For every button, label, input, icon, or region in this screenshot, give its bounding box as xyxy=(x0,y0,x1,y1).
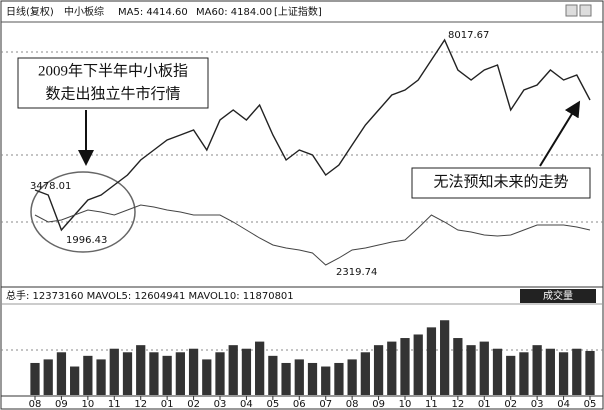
volume-bar xyxy=(532,345,542,395)
x-tick-label: 03 xyxy=(531,399,544,410)
volume-bar xyxy=(83,355,93,395)
volume-bar xyxy=(387,341,397,395)
x-tick-label: 05 xyxy=(266,399,279,410)
volume-bar xyxy=(175,352,185,395)
annotation-box xyxy=(411,167,591,199)
x-tick-label: 05 xyxy=(584,399,597,410)
x-tick-label: 04 xyxy=(557,399,570,410)
volume-bar xyxy=(268,355,278,395)
x-tick-label: 01 xyxy=(161,399,174,410)
annotation: 数走出独立牛市行情 xyxy=(45,85,180,102)
annotation: 无法预知未来的走势 xyxy=(433,173,568,190)
volume-bar xyxy=(426,327,437,395)
volume-bar xyxy=(572,348,582,395)
volume-bar xyxy=(506,355,516,395)
volume-bar xyxy=(492,348,503,395)
x-tick-label: 03 xyxy=(214,399,227,410)
volume-bar xyxy=(149,352,159,395)
price-label: 3478.01 xyxy=(30,181,71,192)
volume-bar xyxy=(321,366,331,395)
x-tick-label: 04 xyxy=(240,399,253,410)
x-tick-label: 12 xyxy=(451,399,464,410)
volume-bar xyxy=(215,352,225,395)
guides xyxy=(1,51,603,351)
volume-bar xyxy=(43,359,53,395)
volume-bar xyxy=(228,345,238,395)
volume-stats: 总手: 12373160 MAVOL5: 12604941 MAVOL10: 1… xyxy=(6,289,294,302)
volume-bar xyxy=(479,341,489,395)
volume-bar xyxy=(400,338,410,395)
window-icons xyxy=(565,4,592,17)
volume-bar xyxy=(453,338,463,395)
volume-bar xyxy=(545,348,555,395)
x-tick-label: 11 xyxy=(425,399,438,410)
x-tick-label: 09 xyxy=(55,399,68,410)
x-tick-label: 02 xyxy=(187,399,200,410)
x-tick-label: 09 xyxy=(372,399,385,410)
volume-bar xyxy=(188,348,199,395)
volume-bar xyxy=(70,366,80,395)
legend-entry: 中小板综 xyxy=(64,5,104,18)
volume-bar xyxy=(202,359,212,395)
volume-bar xyxy=(466,345,476,395)
x-tick-label: 10 xyxy=(81,399,94,410)
x-tick-label: 02 xyxy=(504,399,517,410)
volume-bar xyxy=(373,345,384,395)
x-tick-label: 07 xyxy=(319,399,332,410)
volume-bar xyxy=(307,362,318,395)
x-tick-label: 11 xyxy=(108,399,121,410)
volume-bar xyxy=(162,355,172,395)
volume-bar xyxy=(255,341,265,395)
volume-bar xyxy=(347,359,357,395)
volume-bar xyxy=(294,359,304,395)
icon[interactable] xyxy=(565,4,578,17)
volume-bar xyxy=(558,352,569,395)
icon[interactable] xyxy=(579,4,592,17)
volume-bar xyxy=(360,352,370,395)
x-tick-label: 08 xyxy=(29,399,42,410)
volume-bar xyxy=(241,348,252,395)
highlight-circle xyxy=(30,171,136,253)
x-tick-label: 01 xyxy=(478,399,491,410)
volume-bar xyxy=(56,352,67,395)
price-line xyxy=(34,204,591,266)
ma-label: MA60: 4184.00 xyxy=(196,7,272,18)
x-tick-label: 12 xyxy=(134,399,147,410)
price-line xyxy=(34,38,591,232)
volume-bar xyxy=(136,345,146,395)
legend-entry: [上证指数] xyxy=(274,5,322,18)
x-tick-label: 06 xyxy=(293,399,306,410)
volume-bar xyxy=(519,352,529,395)
volume-title-box xyxy=(520,289,596,303)
price-label: 1996.43 xyxy=(66,235,107,246)
price-label: 2319.74 xyxy=(336,267,377,278)
volume-bar xyxy=(413,334,423,395)
volume-bar xyxy=(96,359,106,395)
arrow xyxy=(539,100,581,167)
price-label: 8017.67 xyxy=(448,30,489,41)
volume-bar xyxy=(30,362,40,395)
period-label: 日线(复权) xyxy=(6,5,54,18)
volume-bar xyxy=(109,348,119,395)
x-tick-label: 10 xyxy=(399,399,412,410)
volume-title: 成交量 xyxy=(543,289,573,302)
annotation: 2009年下半年中小板指 xyxy=(38,61,188,79)
volume-bar xyxy=(440,320,450,395)
volume-bar xyxy=(281,362,291,395)
x-tick-label: 08 xyxy=(346,399,359,410)
annotation-box xyxy=(17,57,209,109)
volume-bar xyxy=(122,352,133,395)
ma-label: MA5: 4414.60 xyxy=(118,7,188,18)
volume-bar xyxy=(585,350,595,395)
volume-bar xyxy=(334,362,344,395)
